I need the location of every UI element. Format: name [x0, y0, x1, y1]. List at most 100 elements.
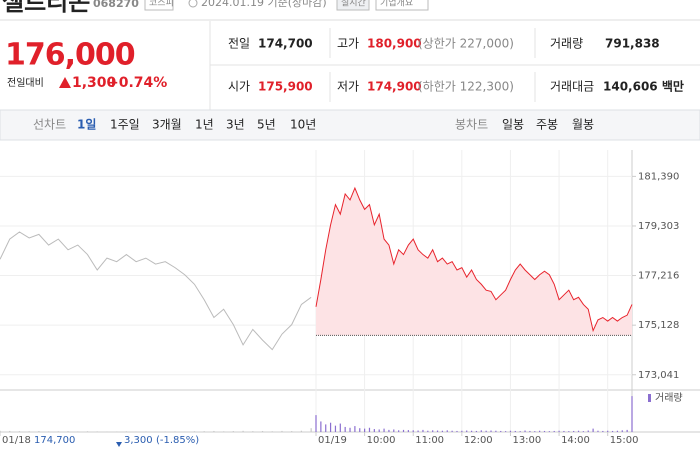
tab[interactable]: 10년 [290, 118, 316, 132]
price-line [315, 186, 633, 333]
tab[interactable]: 일봉 [502, 118, 524, 132]
info-value: 174,900 [367, 80, 422, 94]
volume-bar [334, 425, 337, 432]
prev-close: 174,700 [34, 435, 75, 446]
volume-bar [456, 430, 458, 432]
tab[interactable]: 3년 [226, 118, 245, 132]
change-label: 전일대비 [7, 77, 44, 89]
change-pct: +0.74% [107, 75, 167, 91]
info-value: 180,900 [367, 37, 422, 51]
x-tick-label: 01/19 [318, 435, 347, 446]
volume-bar [344, 426, 346, 432]
info-label: 거래대금 [550, 80, 594, 94]
volume-bar [509, 430, 512, 432]
volume-bar [213, 430, 215, 432]
volume-bar [432, 430, 434, 432]
volume-bar [548, 431, 550, 432]
volume-bar [398, 430, 400, 432]
volume-bar [466, 430, 468, 432]
volume-bar [320, 421, 322, 432]
volume-bar [446, 430, 448, 432]
volume-bar [412, 430, 414, 432]
volume-bar [242, 430, 244, 432]
volume-bar [475, 430, 478, 432]
prev-change: 3,300 [124, 435, 153, 446]
tab[interactable]: 1주일 [110, 118, 140, 132]
y-tick-label: 181,390 [638, 171, 679, 182]
volume-bar [490, 430, 492, 432]
tab[interactable]: 3개월 [152, 118, 182, 132]
x-tick-label: 10:00 [367, 435, 396, 446]
volume-bar [174, 431, 176, 432]
volume-bar [193, 431, 196, 432]
volume-bar [96, 431, 98, 432]
info-label: 저가 [337, 80, 359, 94]
info-note: (상한가 227,000) [418, 37, 514, 51]
volume-bar [203, 431, 205, 432]
tab[interactable]: 주봉 [536, 118, 558, 132]
volume-bar [407, 430, 409, 432]
volume-bar [0, 430, 1, 432]
realtime-button[interactable] [336, 0, 370, 11]
volume-bar [573, 430, 575, 432]
volume-bar [67, 431, 69, 432]
volume-bar [427, 430, 429, 432]
volume-bar [461, 430, 463, 432]
volume-bar [597, 430, 599, 432]
company-info-button[interactable] [375, 0, 429, 11]
market: 코스피 [149, 0, 174, 9]
info-value: 140,606 백만 [603, 79, 684, 94]
stock-name: 셀트리온 [2, 0, 90, 16]
info-label: 고가 [337, 37, 359, 51]
volume-bar [359, 428, 361, 432]
volume-bar [451, 430, 453, 432]
x-tick-label: 01/18 [2, 435, 31, 446]
tab[interactable]: 월봉 [572, 118, 594, 132]
volume-bar [378, 429, 380, 432]
volume-bar [524, 430, 526, 432]
volume-bar [325, 424, 327, 432]
volume-bar [500, 430, 502, 432]
volume-bar [587, 430, 589, 432]
x-tick-label: 11:00 [415, 435, 444, 446]
stock-code: 068270 [93, 0, 139, 10]
volume-bar [18, 431, 21, 432]
legend-swatch [648, 394, 651, 402]
info-note: (하한가 122,300) [418, 80, 514, 94]
volume-bar [505, 431, 507, 432]
volume-bar [558, 430, 560, 432]
tab[interactable]: 1일 [77, 118, 96, 132]
volume-bar [106, 431, 108, 432]
info-label: 전일 [228, 37, 250, 51]
volume-bar [607, 430, 609, 432]
y-tick-label: 175,128 [638, 320, 679, 331]
info-label: 거래량 [550, 37, 583, 51]
volume-bar [252, 431, 254, 432]
market-badge [144, 0, 174, 11]
volume-bar [271, 431, 273, 432]
volume-bar [568, 431, 570, 432]
tab[interactable]: 5년 [257, 118, 276, 132]
volume-bar [86, 431, 89, 432]
date: 2024.01.19 기준(장마감) [201, 0, 327, 9]
volume-bar [373, 429, 375, 432]
volume-bar [577, 430, 580, 432]
info-label: 시가 [228, 80, 250, 94]
up-arrow [59, 77, 71, 88]
volume-bar [534, 431, 536, 432]
volume-bar [631, 396, 633, 432]
info-value: 175,900 [258, 80, 313, 94]
realtime[interactable]: 실시간 [341, 0, 366, 9]
volume-bar [261, 430, 264, 432]
prev-change-pct: (-1.85%) [156, 435, 199, 446]
volume-bar [28, 431, 30, 432]
volume-bar [310, 428, 312, 432]
y-tick-label: 179,303 [638, 221, 679, 232]
volume-bar [480, 430, 482, 432]
volume-bar [592, 428, 594, 432]
volume-bar [223, 431, 225, 432]
tab[interactable]: 1년 [195, 118, 214, 132]
volume-bar [38, 431, 40, 432]
company-info[interactable]: 기업개요 [380, 0, 413, 9]
price: 176,000 [5, 38, 135, 73]
